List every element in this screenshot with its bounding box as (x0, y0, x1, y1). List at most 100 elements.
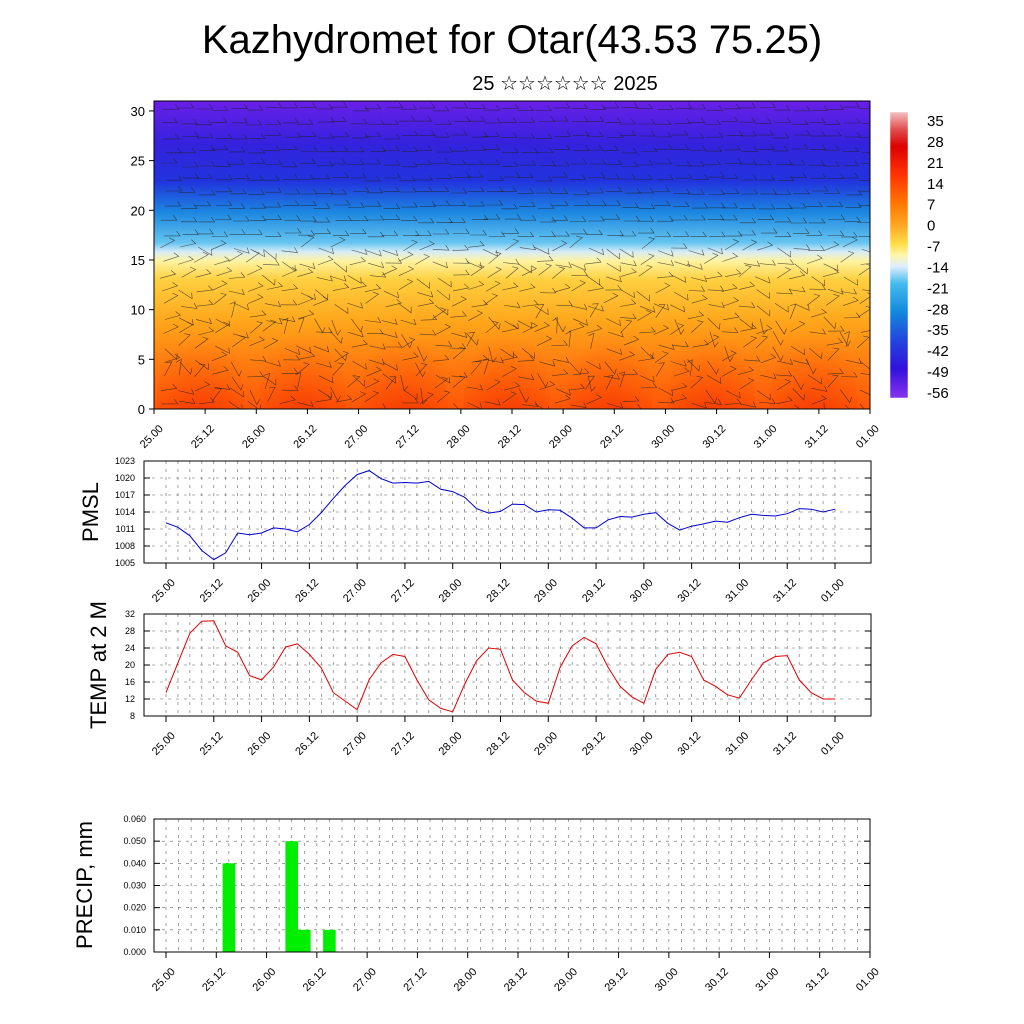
wind-barb (178, 289, 193, 300)
temperature-x-tick-label: 26.00 (245, 730, 273, 758)
pmsl-y-tick-label: 1020 (115, 473, 135, 483)
wind-barb (672, 341, 689, 348)
temperature-y-label: TEMP at 2 M (86, 601, 111, 729)
wind-barb (619, 173, 637, 180)
wind-barb (706, 105, 724, 111)
temperature-y-tick-label: 28 (125, 626, 135, 636)
wind-barb (383, 203, 401, 209)
wind-barb (501, 132, 518, 138)
wind-barb (164, 311, 182, 320)
wind-barb (265, 360, 281, 367)
precip-x-tick-label: 26.12 (301, 966, 329, 994)
wind-barb (827, 347, 840, 361)
wind-barb (589, 159, 607, 165)
wind-barb (181, 303, 198, 309)
wind-barb (535, 175, 553, 182)
wind-barb (518, 374, 535, 381)
wind-barb (687, 311, 705, 320)
wind-barb (486, 200, 504, 206)
wind-barb (811, 276, 826, 287)
wind-barb (400, 187, 417, 193)
wind-barb (485, 280, 501, 292)
wind-barb (505, 238, 520, 251)
wind-barb (403, 239, 418, 252)
wind-barb (638, 131, 656, 137)
wind-barb (331, 146, 349, 152)
precip-x-tick-label: 29.12 (602, 966, 630, 994)
colorbar-tick-label: 21 (927, 155, 944, 172)
wind-barb (453, 228, 470, 234)
wind-barb (553, 144, 571, 150)
wind-barb (539, 360, 556, 367)
warm-maximum-shading (361, 314, 449, 409)
wind-barb (317, 389, 332, 399)
wind-barb (776, 288, 793, 295)
wind-barb (466, 331, 476, 347)
wind-barb (417, 346, 428, 362)
wind-barb (689, 215, 706, 221)
wind-barb (637, 216, 654, 222)
wind-barb (247, 282, 264, 292)
wind-barb (382, 403, 387, 409)
wind-barb (739, 230, 756, 236)
wind-barb (486, 379, 501, 391)
wind-barb (350, 281, 367, 290)
wind-barb (790, 320, 806, 332)
wind-barb (687, 263, 703, 270)
wind-barb (165, 175, 183, 181)
wind-barb (333, 261, 347, 273)
wind-barb (454, 116, 471, 122)
wind-barb (658, 343, 675, 350)
wind-barb (772, 145, 789, 152)
wind-barb (671, 214, 688, 221)
wind-barb (845, 202, 862, 208)
wind-barb (826, 337, 844, 346)
wind-barb (602, 102, 620, 109)
wind-barb (619, 313, 637, 320)
wind-barb (690, 231, 707, 237)
wind-barb (249, 390, 261, 406)
wind-barb (606, 318, 621, 327)
wind-barb (823, 263, 839, 272)
wind-barb (400, 215, 418, 221)
wind-barb (230, 387, 245, 398)
wind-barb (280, 144, 298, 150)
wind-barb (740, 159, 757, 165)
wind-barb (233, 216, 250, 222)
wind-barb (382, 119, 399, 125)
wind-barb (760, 188, 777, 195)
wind-barb (364, 131, 381, 137)
pmsl-x-tick-label: 26.00 (245, 577, 273, 605)
wind-barb (774, 303, 789, 313)
wind-barb (437, 277, 452, 288)
wind-barb (606, 276, 622, 283)
wind-barb (858, 205, 870, 206)
wind-barb (535, 105, 552, 111)
wind-barb (705, 389, 718, 404)
wind-barb (160, 237, 176, 249)
wind-barb (231, 103, 249, 109)
wind-barb (573, 130, 590, 136)
wind-barb (298, 317, 305, 333)
wind-barb (381, 331, 398, 339)
wind-barb (284, 348, 301, 356)
wind-barb (774, 189, 791, 195)
wind-barb (587, 131, 604, 137)
wind-barb (233, 247, 250, 254)
wind-barb (822, 268, 840, 277)
precip-x-tick-label: 28.00 (452, 966, 480, 994)
wind-barb (419, 201, 437, 207)
wind-barb (585, 257, 602, 265)
wind-barb (687, 359, 693, 376)
wind-barb (300, 216, 317, 222)
wind-barb (708, 172, 725, 178)
wind-barb (451, 102, 469, 109)
wind-barb (844, 117, 861, 124)
wind-barb (284, 228, 302, 234)
wind-barb (416, 174, 433, 181)
pmsl-x-tick-label: 29.00 (532, 577, 560, 605)
precip-bar (298, 929, 311, 952)
wind-barb (351, 215, 369, 221)
wind-barb (415, 362, 426, 378)
wind-barb (570, 263, 587, 271)
